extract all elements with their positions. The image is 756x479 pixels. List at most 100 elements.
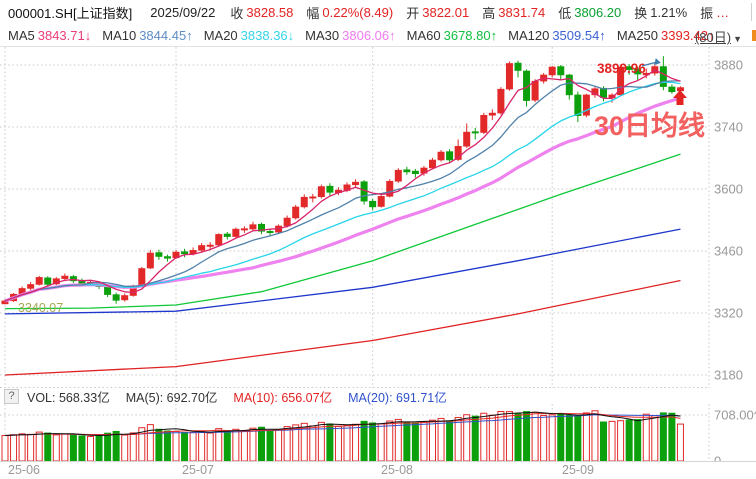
volume-bar bbox=[18, 433, 26, 462]
candle-body bbox=[565, 74, 573, 96]
ma-legend-item: MA10 3844.45↑ bbox=[102, 27, 193, 43]
volume-bar bbox=[61, 433, 69, 462]
candle-body bbox=[394, 169, 402, 182]
candle-body bbox=[146, 252, 154, 269]
candle-body bbox=[215, 234, 223, 246]
volume-legend-row: ? VOL: 568.33亿 MA(5): 692.70亿 MA(10): 656.… bbox=[0, 387, 756, 406]
period-selector[interactable]: (80日) ▼ bbox=[695, 27, 742, 46]
candle-body bbox=[531, 80, 539, 101]
candle-body bbox=[454, 145, 462, 160]
candle-body bbox=[574, 94, 582, 116]
quote-field: 振… bbox=[700, 4, 730, 21]
price-tick-label: 3180 bbox=[714, 368, 743, 383]
quote-field: 换 1.21% bbox=[634, 4, 688, 21]
period-high-label: 3899.96 bbox=[597, 61, 646, 76]
volume-bar bbox=[292, 424, 300, 462]
candle-body bbox=[309, 196, 317, 199]
volume-bar bbox=[35, 431, 43, 462]
volume-bar bbox=[369, 422, 377, 462]
volume-bar bbox=[69, 434, 77, 462]
candle-body bbox=[505, 63, 513, 90]
candle-body bbox=[206, 244, 214, 247]
candle-body bbox=[138, 268, 146, 286]
chart-bottom-border bbox=[0, 461, 756, 462]
volume-bar bbox=[411, 422, 419, 462]
candle-body bbox=[600, 87, 607, 98]
candle-body bbox=[617, 66, 625, 96]
candle-body bbox=[292, 206, 300, 219]
header-divider bbox=[751, 3, 752, 21]
volume-bar bbox=[104, 432, 112, 462]
volume-bar bbox=[198, 430, 206, 462]
volume-legend-item: MA(20): 691.71亿 bbox=[348, 390, 447, 405]
price-tick-label: 3740 bbox=[714, 120, 743, 135]
volume-bar bbox=[634, 419, 642, 462]
candle-body bbox=[634, 68, 642, 75]
candle-body bbox=[429, 159, 436, 169]
volume-bar bbox=[155, 428, 163, 462]
candle-body bbox=[61, 275, 69, 279]
period-label[interactable]: (80日) bbox=[694, 30, 732, 45]
candles bbox=[1, 56, 684, 305]
chevron-down-icon[interactable]: ▼ bbox=[733, 34, 742, 44]
candle-body bbox=[155, 252, 163, 257]
volume-chart[interactable]: 708.00亿 0 bbox=[0, 404, 756, 462]
volume-bar bbox=[676, 423, 684, 462]
candle-body bbox=[463, 131, 471, 147]
volume-bar bbox=[172, 430, 180, 462]
month-label: 25-06 bbox=[8, 463, 40, 477]
help-icon[interactable]: ? bbox=[4, 388, 19, 404]
ma-legend-items: MA5 3843.71↓ MA10 3844.45↑ MA20 3838.36↓ MA30 3… bbox=[8, 28, 726, 43]
volume-bar bbox=[497, 410, 505, 462]
volume-bar bbox=[1, 435, 9, 462]
month-label: 25-08 bbox=[381, 463, 413, 477]
volume-bar bbox=[668, 412, 676, 462]
volume-bar bbox=[87, 435, 94, 462]
candle-body bbox=[403, 169, 411, 173]
price-chart[interactable]: 3880 3740 3600 3460 3320 3180 3340.07 3899.96 30… bbox=[0, 47, 756, 388]
volume-bar bbox=[129, 432, 137, 462]
volume-bar bbox=[659, 412, 667, 462]
volume-legend-item: VOL: 568.33亿 bbox=[27, 390, 110, 405]
candle-body bbox=[249, 224, 257, 230]
candle-body bbox=[548, 66, 556, 76]
volume-bar bbox=[121, 434, 129, 462]
volume-bar bbox=[343, 424, 351, 462]
volume-bars bbox=[1, 410, 684, 462]
volume-legend-items: VOL: 568.33亿 MA(5): 692.70亿 MA(10): 656.07… bbox=[27, 387, 463, 406]
volume-tick-label: 0 bbox=[714, 454, 721, 463]
candle-body bbox=[437, 151, 445, 161]
ma30-line bbox=[4, 96, 681, 303]
volume-bar bbox=[582, 412, 590, 462]
volume-bar bbox=[10, 434, 18, 462]
candle-body bbox=[369, 200, 377, 208]
candle-body bbox=[471, 131, 479, 134]
candle-body bbox=[326, 185, 334, 193]
candle-body bbox=[44, 277, 52, 285]
candle-body bbox=[480, 114, 488, 133]
volume-bar bbox=[642, 413, 650, 462]
quote-field: 低 3806.20 bbox=[558, 4, 622, 21]
candle-body bbox=[78, 280, 86, 284]
candle-body bbox=[163, 256, 171, 259]
candle-body bbox=[104, 286, 112, 295]
volume-bar bbox=[557, 413, 565, 462]
volume-bar bbox=[283, 426, 291, 462]
volume-bar bbox=[386, 420, 394, 462]
ma120-line bbox=[4, 228, 681, 315]
high-annotation-arrowhead bbox=[654, 58, 661, 66]
volume-bar bbox=[215, 428, 223, 462]
volume-bar bbox=[565, 415, 573, 462]
volume-bar bbox=[309, 425, 317, 462]
volume-bar bbox=[352, 423, 360, 462]
candle-body bbox=[258, 223, 265, 232]
candle-body bbox=[69, 276, 77, 282]
candle-body bbox=[659, 66, 667, 87]
quote-header-row: 000001.SH[上证指数] 2025/09/22 收 3828.58 幅 0.22… bbox=[0, 0, 756, 24]
time-axis: 25-06 25-07 25-08 25-09 bbox=[0, 462, 756, 479]
candle-body bbox=[676, 87, 684, 92]
volume-bar bbox=[240, 429, 248, 462]
price-tick-label: 3320 bbox=[714, 306, 743, 321]
volume-bar bbox=[446, 420, 454, 462]
candle-body bbox=[232, 228, 240, 237]
